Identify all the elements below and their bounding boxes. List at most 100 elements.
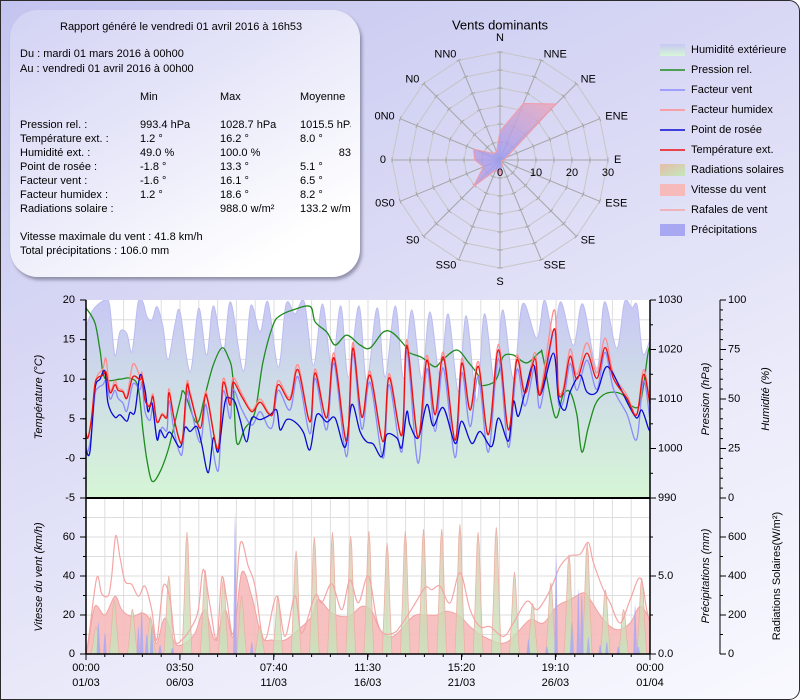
- period-from: Du : mardi 01 mars 2016 à 00h00: [20, 48, 184, 60]
- radar-tick-mark: [538, 58, 544, 62]
- report-generated-title: Rapport généré le vendredi 01 avril 2016…: [60, 21, 303, 33]
- stat-row-average: 8.0 °: [300, 133, 323, 145]
- precipitation-spike: [636, 646, 641, 654]
- radar-tick-mark: [581, 123, 585, 129]
- solar-radiation-bump: [490, 527, 502, 654]
- legend-item-wind-chill: Facteur vent: [660, 84, 752, 96]
- radar-tick-mark: [548, 178, 552, 184]
- solar-radiation-bump: [472, 532, 484, 654]
- radar-tick-mark: [504, 175, 510, 179]
- wind-rose-point: [505, 156, 508, 158]
- wind-rose-direction-label: SS0: [436, 259, 457, 271]
- precipitation-spike: [249, 641, 254, 654]
- legend-item-solar-radiation: Radiations solaires: [660, 164, 784, 176]
- stat-row-max: 18.6 °: [220, 189, 249, 201]
- wind-rose-direction-label: NE: [581, 73, 596, 85]
- radar-tick-mark: [490, 175, 496, 179]
- axis-tick-label: -0: [65, 452, 75, 464]
- axis-tick-label: 75: [728, 344, 740, 356]
- x-axis-date-label: 21/03: [448, 677, 476, 689]
- axis-tick-label: 20: [63, 609, 75, 621]
- axis-tick-label: 20: [63, 294, 75, 306]
- stat-row-label: Radiations solaire :: [20, 203, 114, 215]
- axis-tick-label: -5: [65, 492, 75, 504]
- radar-tick-mark: [469, 92, 475, 95]
- legend-swatch-wind-speed: [660, 184, 685, 196]
- solar-radiation-bump: [108, 599, 120, 654]
- precipitation-spike: [545, 646, 549, 654]
- stat-row-min: -1.8 °: [140, 161, 167, 173]
- legend-label: Rafales de vent: [691, 204, 767, 216]
- wind-rose-direction-label: NN0: [434, 49, 456, 61]
- axis-tick-label: 1000: [658, 443, 682, 455]
- precipitation-spike: [170, 647, 175, 654]
- x-axis-date-label: 01/03: [72, 677, 100, 689]
- legend-label: Vitesse du vent: [691, 184, 766, 196]
- legend-label: Température ext.: [691, 144, 774, 156]
- legend-item-dew-point: Point de rosée: [660, 124, 762, 136]
- radar-tick-mark: [581, 191, 585, 197]
- legend-item-humidity: Humidité extérieure: [660, 44, 786, 56]
- radar-tick-mark: [446, 208, 452, 214]
- axis-tick-label: 0: [69, 648, 75, 660]
- axis-tick-label: 600: [728, 531, 746, 543]
- x-axis-time-label: 03:50: [166, 662, 194, 674]
- stat-row-average: 83: [338, 147, 351, 159]
- stat-row-min: 1.2 °: [140, 133, 163, 145]
- x-axis-time-label: 15:20: [448, 662, 476, 674]
- radar-tick-mark: [456, 58, 462, 62]
- radar-tick-mark: [448, 136, 452, 142]
- x-axis-date-label: 11/03: [260, 677, 287, 689]
- radar-tick-mark: [434, 221, 439, 226]
- radar-tick-mark: [459, 196, 464, 201]
- legend-label: Humidité extérieure: [691, 44, 786, 56]
- radar-tick-mark: [523, 183, 528, 188]
- stat-row-max: 100.0 %: [220, 147, 261, 159]
- wind-rose-direction-label: S: [496, 276, 503, 288]
- axis-tick-label: 0: [728, 492, 734, 504]
- solar-radiation-bump: [199, 570, 211, 654]
- wind-rose-direction-label: 0S0: [375, 198, 395, 210]
- radar-tick-mark: [398, 198, 402, 204]
- precipitation-spike: [103, 632, 107, 654]
- stat-row-min: 1.2 °: [140, 189, 163, 201]
- precipitation-spike: [96, 621, 101, 654]
- solar-radiation-bump: [290, 550, 302, 654]
- legend-swatch-solar-radiation: [660, 164, 685, 176]
- radar-tick-mark: [421, 81, 426, 86]
- pressure-axis-title: Pression (hPa): [700, 362, 712, 435]
- wind-rose-direction-label: SSE: [544, 259, 566, 271]
- legend-item-precipitation: Précipitations: [660, 224, 758, 236]
- radar-tick-mark: [476, 208, 482, 212]
- radar-tick-mark: [432, 129, 435, 135]
- wind-rose-point: [502, 159, 505, 161]
- max-wind-speed: Vitesse maximale du vent : 41.8 km/h: [20, 231, 203, 243]
- radar-tick-mark: [574, 234, 579, 239]
- column-header-max: Max: [220, 91, 241, 103]
- axis-tick-label: 990: [658, 492, 676, 504]
- wind-rose-direction-label: S0: [406, 235, 419, 247]
- wind-rose-scale-label: 10: [530, 167, 542, 179]
- radar-tick-mark: [565, 129, 568, 135]
- radar-tick-mark: [525, 92, 531, 95]
- wind-rose-title: Vents dominants: [452, 18, 549, 33]
- radar-tick-mark: [469, 225, 475, 228]
- axis-tick-label: 50: [728, 393, 740, 405]
- precipitation-spike: [616, 646, 621, 654]
- solar-radiation-bump: [509, 572, 520, 654]
- radar-tick-mark: [510, 170, 515, 175]
- wind-rose-chart: Vents dominants N NNE NE ENE E ESE SE SSE S SS0 S0…: [375, 18, 628, 289]
- radar-tick-mark: [415, 191, 419, 197]
- weather-upper-plot: [86, 300, 650, 498]
- radar-tick-mark: [598, 116, 602, 122]
- axis-tick-label: 1030: [658, 294, 682, 306]
- solar-radiation-bump: [308, 536, 320, 654]
- stat-row-max: 988.0 w/m²: [220, 203, 275, 215]
- wind-rose-point: [499, 173, 501, 176]
- radar-tick-mark: [531, 143, 535, 149]
- radar-tick-mark: [536, 196, 541, 201]
- radar-tick-mark: [398, 116, 402, 122]
- wind-rose-point: [501, 164, 503, 166]
- report-summary-panel: Rapport généré le vendredi 01 avril 2016…: [10, 10, 360, 277]
